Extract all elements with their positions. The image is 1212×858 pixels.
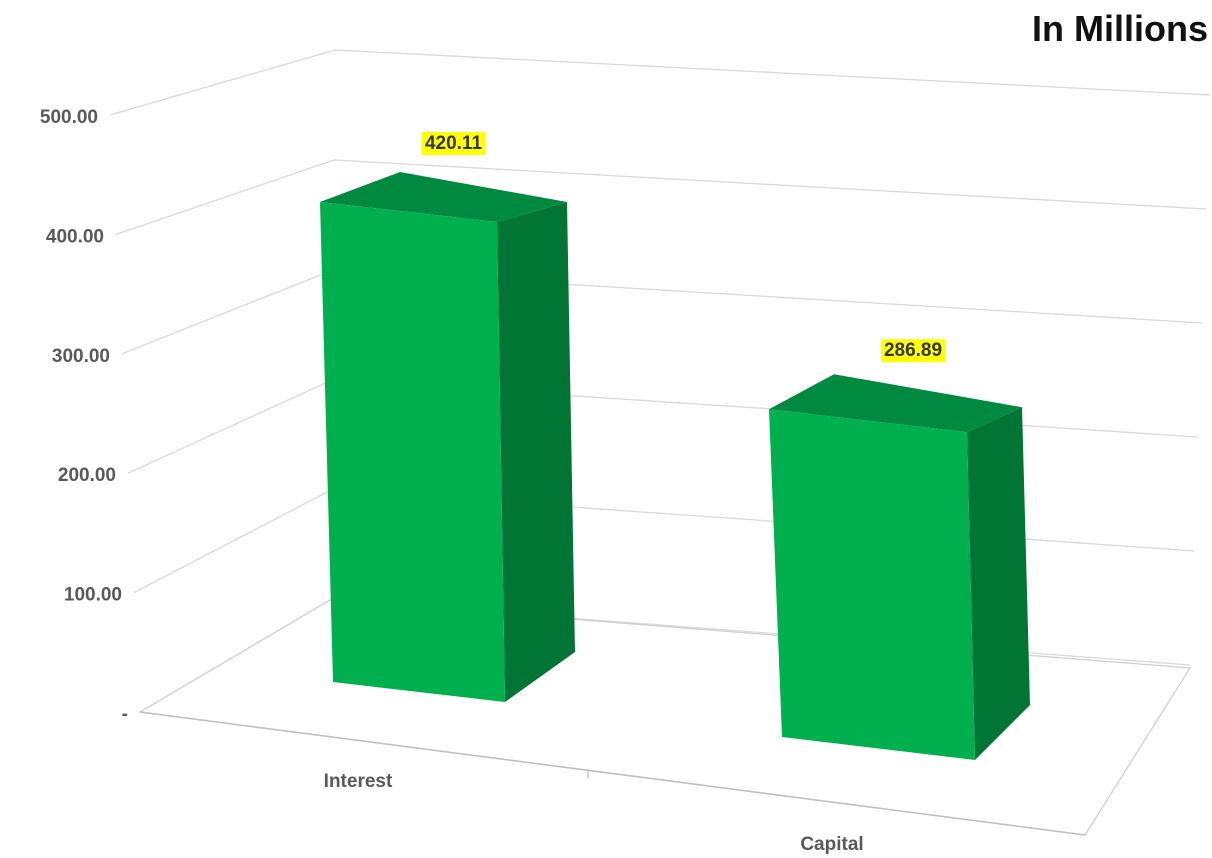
x-tick-label-interest: Interest — [324, 771, 393, 792]
y-tick-label-200: 200.00 — [58, 465, 116, 486]
y-tick-label-100: 100.00 — [64, 585, 122, 606]
bars: 420.11 286.89 — [320, 132, 1030, 760]
y-tick-label-400: 400.00 — [46, 226, 104, 247]
bar-interest — [320, 172, 575, 702]
data-label-bg-0 — [421, 132, 486, 156]
data-label-1: 286.89 — [880, 339, 946, 363]
x-tick-label-capital: Capital — [800, 834, 863, 855]
x-axis-labels: Interest Capital — [324, 771, 864, 855]
floor-outline — [138, 599, 1192, 836]
bar-capital — [769, 374, 1030, 760]
bar-top-0 — [320, 172, 567, 222]
data-label-text-0: 420.11 — [425, 133, 482, 154]
gridline-400 — [115, 159, 1207, 236]
bar-side-1 — [967, 407, 1030, 760]
bar-front-1 — [769, 409, 975, 760]
bar-side-0 — [497, 202, 575, 702]
data-label-0: 420.11 — [421, 132, 486, 156]
data-label-text-1: 286.89 — [884, 340, 942, 361]
bar-front-0 — [320, 202, 505, 702]
chart-title: In Millions — [1032, 8, 1208, 49]
gridline-500 — [109, 49, 1211, 116]
data-label-bg-1 — [880, 339, 946, 363]
gridline-300 — [121, 269, 1203, 355]
gridline-200 — [127, 379, 1199, 474]
y-tick-label-300: 300.00 — [52, 346, 110, 367]
gridlines — [109, 49, 1211, 713]
y-axis-labels: - 100.00 200.00 300.00 400.00 500.00 — [40, 107, 128, 725]
bar-top-1 — [769, 374, 1022, 433]
gridline-100 — [133, 489, 1195, 594]
x-axis-line — [139, 711, 1086, 836]
chart-floor — [138, 599, 1192, 836]
y-tick-label-0: - — [122, 704, 128, 725]
y-tick-label-500: 500.00 — [40, 107, 98, 128]
